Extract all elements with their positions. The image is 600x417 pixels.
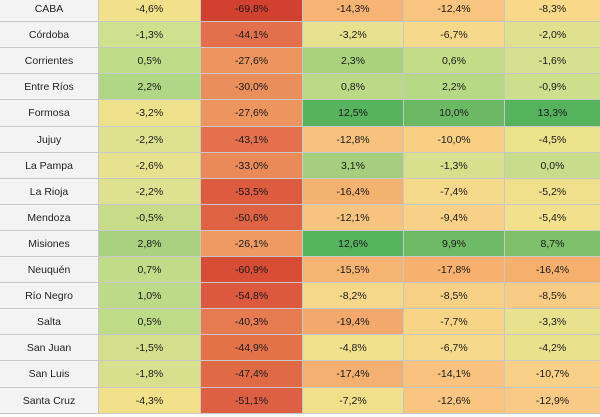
heatmap-cell: -12,6% — [404, 388, 505, 414]
heatmap-cell: -47,4% — [201, 361, 303, 388]
heatmap-cell: -30,0% — [201, 74, 303, 100]
row-label: Santa Cruz — [0, 388, 99, 414]
heatmap-cell: -69,8% — [201, 0, 303, 22]
heatmap-cell: -5,4% — [505, 205, 600, 231]
heatmap-cell: -10,7% — [505, 361, 600, 388]
heatmap-cell: 2,8% — [99, 231, 201, 257]
heatmap-cell: -5,2% — [505, 179, 600, 205]
heatmap-cell: -16,4% — [303, 179, 404, 205]
heatmap-cell: 10,0% — [404, 100, 505, 127]
heatmap-cell: -44,1% — [201, 22, 303, 48]
heatmap-cell: -0,9% — [505, 74, 600, 100]
heatmap-cell: -12,9% — [505, 388, 600, 414]
heatmap-cell: -8,5% — [505, 283, 600, 309]
heatmap-cell: 9,9% — [404, 231, 505, 257]
heatmap-cell: -7,4% — [404, 179, 505, 205]
heatmap-cell: -10,0% — [404, 127, 505, 153]
row-label: La Pampa — [0, 153, 99, 179]
heatmap-cell: -1,8% — [99, 361, 201, 388]
heatmap-cell: -8,3% — [505, 0, 600, 22]
heatmap-cell: -4,5% — [505, 127, 600, 153]
heatmap-cell: -8,2% — [303, 283, 404, 309]
heatmap-cell: -54,8% — [201, 283, 303, 309]
heatmap-cell: -8,5% — [404, 283, 505, 309]
heatmap-cell: -26,1% — [201, 231, 303, 257]
heatmap-cell: -43,1% — [201, 127, 303, 153]
heatmap-cell: -27,6% — [201, 48, 303, 74]
heatmap-cell: 12,6% — [303, 231, 404, 257]
heatmap-cell: -4,2% — [505, 335, 600, 361]
heatmap-cell: -17,4% — [303, 361, 404, 388]
heatmap-cell: -14,3% — [303, 0, 404, 22]
row-label: San Luis — [0, 361, 99, 388]
row-label: CABA — [0, 0, 99, 22]
heatmap-cell: -1,6% — [505, 48, 600, 74]
heatmap-cell: -4,6% — [99, 0, 201, 22]
row-label: La Rioja — [0, 179, 99, 205]
heatmap-cell: -1,3% — [404, 153, 505, 179]
heatmap-cell: -33,0% — [201, 153, 303, 179]
heatmap-cell: 13,3% — [505, 100, 600, 127]
heatmap-cell: -17,8% — [404, 257, 505, 283]
row-label: Salta — [0, 309, 99, 335]
heatmap-cell: -2,0% — [505, 22, 600, 48]
row-label: Mendoza — [0, 205, 99, 231]
heatmap-cell: -2,2% — [99, 179, 201, 205]
heatmap-cell: -14,1% — [404, 361, 505, 388]
heatmap-cell: -0,5% — [99, 205, 201, 231]
heatmap-cell: -40,3% — [201, 309, 303, 335]
heatmap-cell: -4,3% — [99, 388, 201, 414]
heatmap-cell: -16,4% — [505, 257, 600, 283]
heatmap-cell: 3,1% — [303, 153, 404, 179]
row-label: Córdoba — [0, 22, 99, 48]
heatmap-cell: -2,2% — [99, 127, 201, 153]
row-label: San Juan — [0, 335, 99, 361]
heatmap-cell: -3,3% — [505, 309, 600, 335]
heatmap-cell: -51,1% — [201, 388, 303, 414]
row-label: Jujuy — [0, 127, 99, 153]
heatmap-cell: -12,8% — [303, 127, 404, 153]
heatmap-cell: 8,7% — [505, 231, 600, 257]
heatmap-cell: -6,7% — [404, 335, 505, 361]
heatmap-cell: 1,0% — [99, 283, 201, 309]
heatmap-cell: -53,5% — [201, 179, 303, 205]
row-label: Entre Ríos — [0, 74, 99, 100]
heatmap-cell: -12,1% — [303, 205, 404, 231]
row-label: Río Negro — [0, 283, 99, 309]
heatmap-cell: 0,5% — [99, 309, 201, 335]
heatmap-cell: 0,5% — [99, 48, 201, 74]
heatmap-cell: -19,4% — [303, 309, 404, 335]
heatmap-cell: -60,9% — [201, 257, 303, 283]
heatmap-cell: 12,5% — [303, 100, 404, 127]
row-label: Formosa — [0, 100, 99, 127]
heatmap-cell: -50,6% — [201, 205, 303, 231]
heatmap-cell: -7,7% — [404, 309, 505, 335]
heatmap-cell: 0,8% — [303, 74, 404, 100]
heatmap-cell: -3,2% — [303, 22, 404, 48]
heatmap-cell: -4,8% — [303, 335, 404, 361]
row-label: Misiones — [0, 231, 99, 257]
heatmap-cell: 0,0% — [505, 153, 600, 179]
heatmap-cell: -2,6% — [99, 153, 201, 179]
row-label: Corrientes — [0, 48, 99, 74]
heatmap-cell: -12,4% — [404, 0, 505, 22]
heatmap-cell: 2,2% — [99, 74, 201, 100]
heatmap-cell: -15,5% — [303, 257, 404, 283]
heatmap-cell: 0,7% — [99, 257, 201, 283]
heatmap-cell: -3,2% — [99, 100, 201, 127]
heatmap-cell: -7,2% — [303, 388, 404, 414]
heatmap-cell: -6,7% — [404, 22, 505, 48]
heatmap-cell: -44,9% — [201, 335, 303, 361]
row-label: Neuquén — [0, 257, 99, 283]
heatmap-cell: -1,5% — [99, 335, 201, 361]
heatmap-cell: -9,4% — [404, 205, 505, 231]
heatmap-cell: -1,3% — [99, 22, 201, 48]
heatmap-cell: 2,2% — [404, 74, 505, 100]
heatmap-cell: -27,6% — [201, 100, 303, 127]
heatmap-cell: 0,6% — [404, 48, 505, 74]
heatmap-cell: 2,3% — [303, 48, 404, 74]
